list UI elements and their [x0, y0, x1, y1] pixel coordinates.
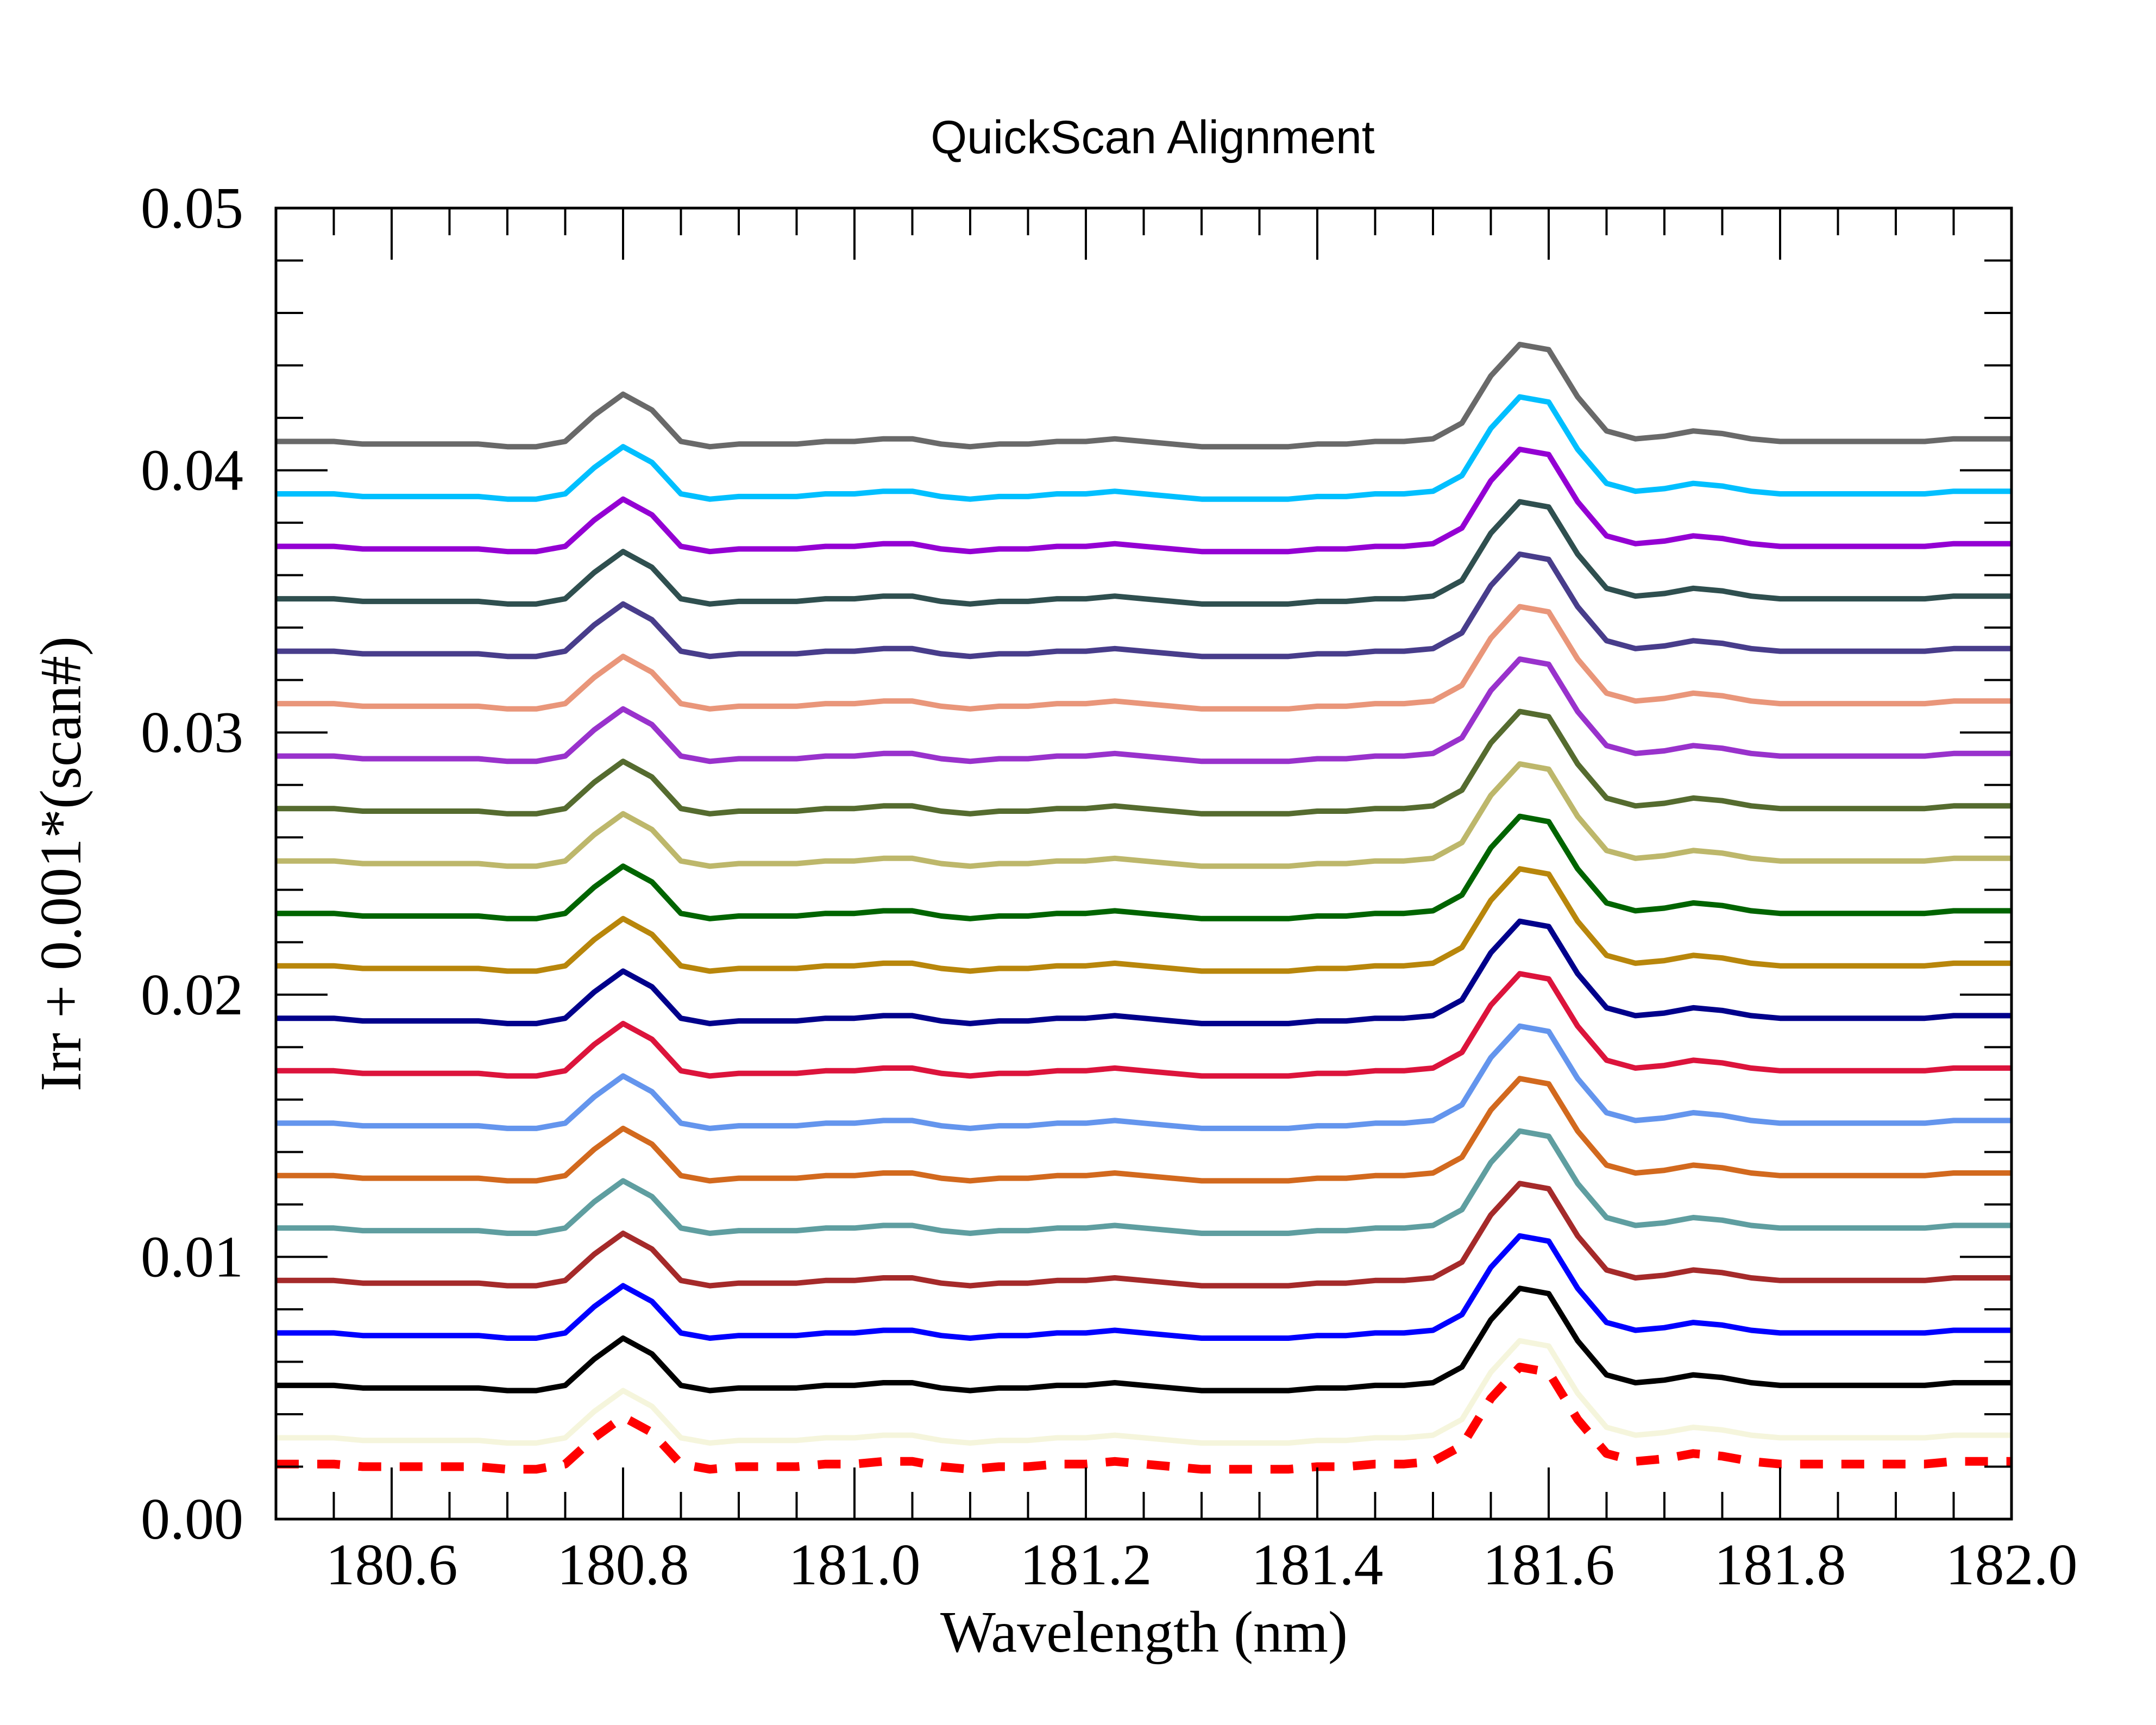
- series-line-6: [276, 1076, 2012, 1184]
- series-line-13: [276, 708, 2012, 817]
- x-tick-label: 181.0: [789, 1533, 921, 1597]
- series-line-17: [276, 499, 2012, 607]
- series-line-12: [276, 761, 2012, 869]
- series-line-18: [276, 447, 2012, 555]
- x-tick-label: 181.2: [1020, 1533, 1152, 1597]
- x-tick-labels: 180.6 180.8 181.0 181.2 181.4 181.6 181.8 182.0: [326, 1533, 2078, 1597]
- y-tick-label: 0.01: [141, 1225, 243, 1289]
- series-line-0: [276, 1363, 2012, 1474]
- series-line-7: [276, 1023, 2012, 1131]
- series-line-14: [276, 656, 2012, 764]
- series-line-19: [276, 394, 2012, 502]
- y-tick-label: 0.04: [141, 438, 243, 503]
- x-tick-label: 182.0: [1946, 1533, 2078, 1597]
- series-line-9: [276, 918, 2012, 1026]
- chart-title: QuickScan Alignment: [931, 111, 1375, 164]
- y-axis-label: Irr + 0.001*(scan#): [29, 636, 93, 1092]
- ticks-layer: [275, 207, 2013, 1520]
- x-tick-label: 181.4: [1252, 1533, 1384, 1597]
- series-line-1: [276, 1338, 2012, 1446]
- series-line-8: [276, 971, 2012, 1079]
- series-line-4: [276, 1181, 2012, 1289]
- y-tick-labels: 0.00 0.01 0.02 0.03 0.04 0.05: [141, 176, 243, 1552]
- x-tick-label: 181.6: [1483, 1533, 1615, 1597]
- y-tick-label: 0.02: [141, 963, 243, 1027]
- y-tick-label: 0.05: [141, 176, 243, 241]
- x-tick-label: 180.8: [557, 1533, 689, 1597]
- series-line-11: [276, 813, 2012, 921]
- series-line-5: [276, 1128, 2012, 1236]
- series-line-15: [276, 604, 2012, 712]
- y-tick-label: 0.03: [141, 700, 243, 765]
- x-tick-label: 181.8: [1714, 1533, 1846, 1597]
- series-line-10: [276, 866, 2012, 974]
- series-line-20: [276, 342, 2012, 450]
- series-line-3: [276, 1233, 2012, 1341]
- x-axis-label: Wavelength (nm): [940, 1600, 1348, 1665]
- y-tick-label: 0.00: [141, 1487, 243, 1552]
- series-line-2: [276, 1285, 2012, 1394]
- x-tick-label: 180.6: [326, 1533, 458, 1597]
- series-line-16: [276, 551, 2012, 660]
- series-layer: [276, 342, 2012, 1474]
